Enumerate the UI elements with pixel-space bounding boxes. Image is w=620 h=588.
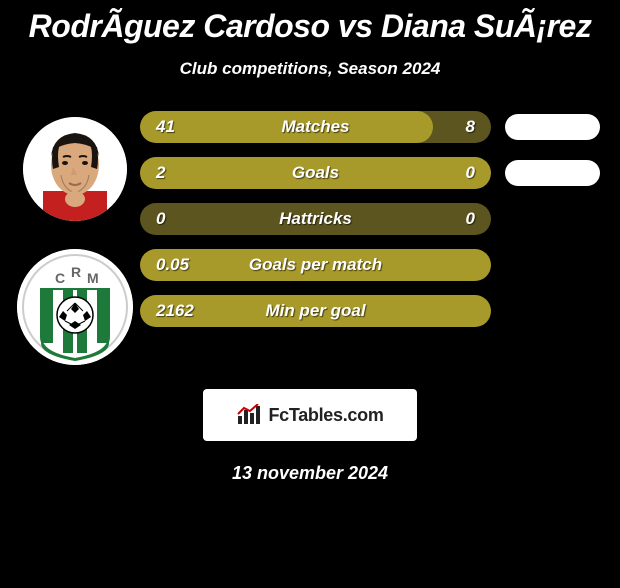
content-row: C R M [10,111,610,365]
stat-bar: 0 Hattricks 0 [140,203,491,235]
stat-label: Matches [210,117,421,137]
stat-row: 2 Goals 0 [140,157,600,189]
stat-bar: 2162 Min per goal [140,295,491,327]
player2-club-badge: C R M [17,249,133,365]
stat-label: Goals [210,163,421,183]
stat-left-value: 0 [140,209,210,229]
svg-text:R: R [71,264,81,280]
avatar-column: C R M [10,111,140,365]
stat-bar: 0.05 Goals per match [140,249,491,281]
stat-left-value: 41 [140,117,210,137]
stat-bar: 2 Goals 0 [140,157,491,189]
stat-label: Goals per match [210,255,421,275]
svg-text:C: C [55,270,65,286]
stat-left-value: 2162 [140,301,210,321]
logo-inner: FcTables.com [236,404,383,426]
stat-row: 0 Hattricks 0 [140,203,600,235]
svg-text:M: M [87,270,99,286]
comparison-card: RodrÃ­guez Cardoso vs Diana SuÃ¡rez Club… [0,8,620,484]
stat-right-value: 0 [421,209,491,229]
page-title: RodrÃ­guez Cardoso vs Diana SuÃ¡rez [10,8,610,45]
stat-bar: 41 Matches 8 [140,111,491,143]
stat-row: 41 Matches 8 [140,111,600,143]
stats-column: 41 Matches 8 2 Goals 0 0 [140,111,610,365]
stat-row: 0.05 Goals per match [140,249,600,281]
stat-row: 2162 Min per goal [140,295,600,327]
stat-label: Min per goal [210,301,421,321]
stat-pill [505,114,600,140]
stat-right-value: 8 [421,117,491,137]
source-logo: FcTables.com [203,389,417,441]
stat-pill [505,160,600,186]
logo-text: FcTables.com [268,405,383,426]
player1-avatar [23,117,127,221]
stat-label: Hattricks [210,209,421,229]
stat-left-value: 2 [140,163,210,183]
page-subtitle: Club competitions, Season 2024 [10,59,610,79]
bar-chart-icon [236,404,262,426]
stat-left-value: 0.05 [140,255,210,275]
stat-right-value: 0 [421,163,491,183]
date-label: 13 november 2024 [10,463,610,484]
